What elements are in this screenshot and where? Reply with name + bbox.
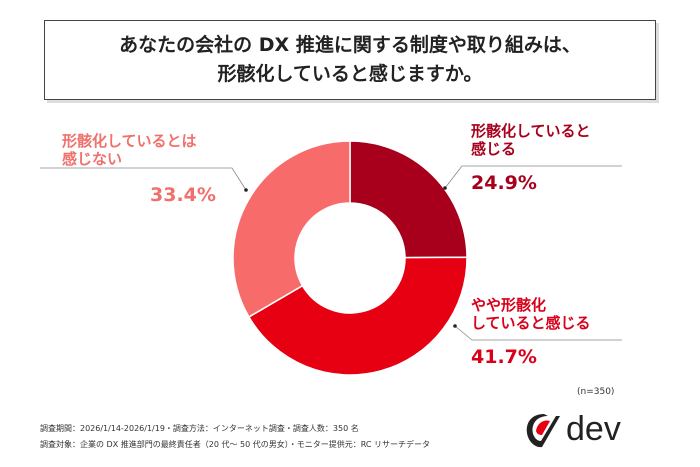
label-not-formalized: 形骸化しているとは 感じない	[62, 132, 197, 168]
logo-text: dev	[566, 410, 621, 448]
label-line: 形骸化していると	[471, 122, 591, 140]
leader-line	[454, 325, 622, 341]
slice-feel-formalized	[349, 140, 468, 259]
label-line: 形骸化しているとは	[62, 132, 197, 150]
label-feel-formalized: 形骸化していると 感じる	[471, 122, 591, 158]
label-line: していると感じる	[471, 314, 591, 332]
dev-logo: dev	[522, 410, 621, 449]
label-somewhat-formalized: やや形骸化 していると感じる	[471, 296, 591, 332]
survey-period-note: 調査期間：2026/1/14-2026/1/19・調査方法：インターネット調査・…	[40, 424, 359, 433]
leader-line	[444, 165, 622, 189]
sample-size: (n=350)	[577, 387, 615, 397]
label-line: やや形骸化	[471, 296, 547, 314]
label-line: 感じる	[471, 140, 517, 158]
value-label-not-formalized: 33.4%	[150, 184, 216, 206]
title-line-2: 形骸化していると感じますか。	[217, 63, 483, 85]
survey-target-note: 調査対象：企業の DX 推進部門の最終責任者（20 代〜 50 代の男女）・モニ…	[40, 440, 430, 449]
leader-line	[40, 167, 247, 191]
value-label-somewhat-formalized: 41.7%	[471, 346, 537, 368]
label-line: 感じない	[62, 150, 123, 168]
logo-mark-icon	[526, 413, 560, 447]
leader-dot	[244, 188, 248, 192]
value-label-feel-formalized: 24.9%	[471, 172, 537, 194]
leader-dot	[443, 186, 447, 190]
chart-title-box: あなたの会社の DX 推進に関する制度や取り組みは、 形骸化していると感じますか…	[44, 20, 656, 100]
title-line-1: あなたの会社の DX 推進に関する制度や取り組みは、	[119, 34, 581, 56]
leader-dot	[453, 324, 457, 328]
slice-not-formalized	[232, 140, 351, 318]
slice-somewhat-formalized	[247, 256, 468, 376]
